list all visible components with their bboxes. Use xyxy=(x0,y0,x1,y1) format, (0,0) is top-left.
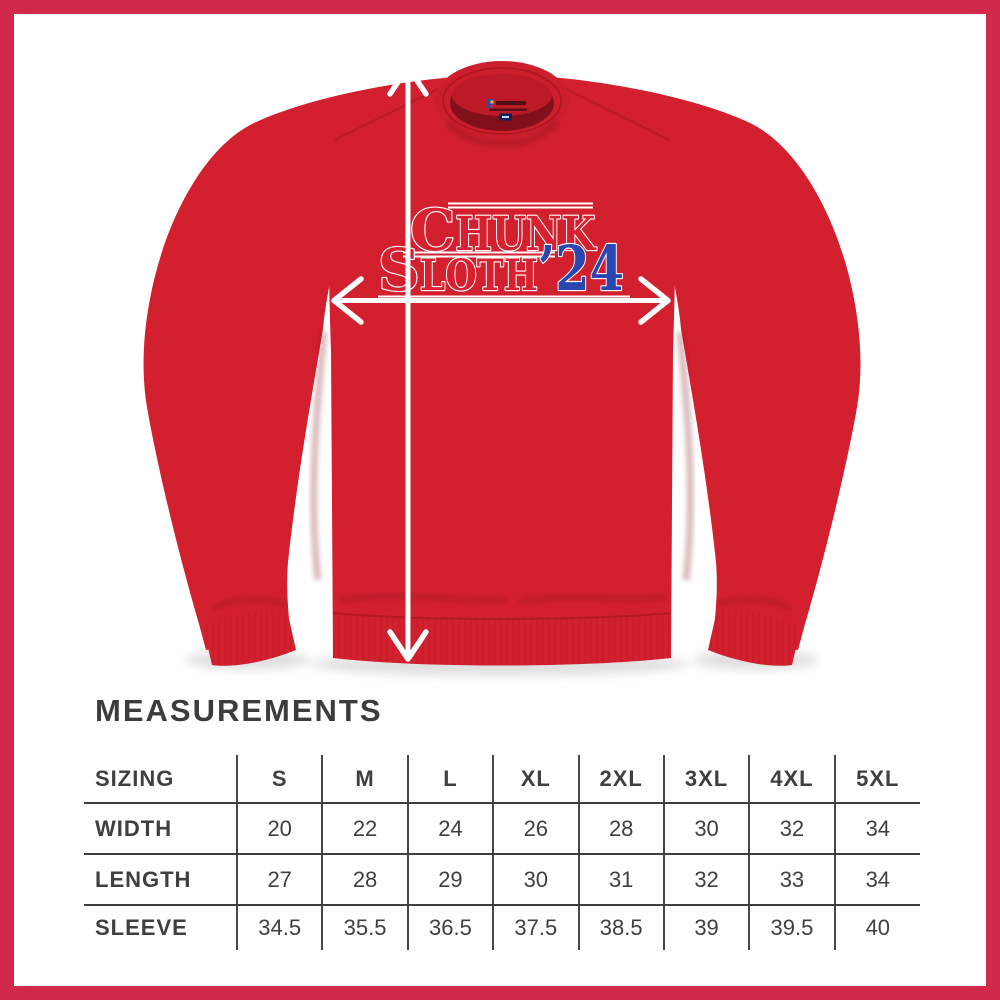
header-size-s: S xyxy=(237,755,324,804)
value-cell: 30 xyxy=(663,803,751,855)
header-size-5xl: 5XL xyxy=(834,755,920,804)
value-cell: 38.5 xyxy=(578,905,665,950)
header-size-l: L xyxy=(407,755,495,804)
table-row-length: LENGTH 27 28 29 30 31 32 33 34 xyxy=(84,854,920,906)
value-cell: 39.5 xyxy=(749,905,836,950)
size-table: SIZING S M L XL 2XL 3XL 4XL 5XL WIDTH 20… xyxy=(84,755,920,950)
page-title: MEASUREMENTS xyxy=(95,693,383,728)
table-header-row: SIZING S M L XL 2XL 3XL 4XL 5XL xyxy=(84,755,920,804)
table-row-sleeve: SLEEVE 34.5 35.5 36.5 37.5 38.5 39 39.5 … xyxy=(84,905,920,950)
value-cell: 26 xyxy=(493,803,580,855)
header-size-xl: XL xyxy=(493,755,580,804)
value-cell: 33 xyxy=(749,854,836,906)
value-cell: 40 xyxy=(865,915,891,940)
header-size-3xl: 3XL xyxy=(663,755,751,804)
value-cell: 34 xyxy=(834,854,920,906)
value-cell: 32 xyxy=(749,803,836,855)
header-size-m: M xyxy=(322,755,409,804)
value-cell: 29 xyxy=(407,854,495,906)
value-cell: 34.5 xyxy=(237,905,324,950)
header-size-2xl: 2XL xyxy=(578,755,665,804)
value-cell: 28 xyxy=(322,854,409,906)
value-cell: 31 xyxy=(578,854,665,906)
value-cell: 36.5 xyxy=(407,905,495,950)
value-cell: 34 xyxy=(834,803,920,855)
header-sizing: SIZING xyxy=(84,755,238,804)
value-cell: 35.5 xyxy=(322,905,409,950)
row-label: LENGTH xyxy=(84,854,238,906)
value-cell: 37.5 xyxy=(493,905,580,950)
value-cell: 22 xyxy=(322,803,409,855)
value-cell: 30 xyxy=(493,854,580,906)
row-label: WIDTH xyxy=(84,803,238,855)
value-cell: 24 xyxy=(407,803,495,855)
value-cell: 20 xyxy=(237,803,324,855)
row-label: SLEEVE xyxy=(84,905,238,950)
value-cell: 28 xyxy=(578,803,665,855)
table-row-width: WIDTH 20 22 24 26 28 30 32 34 xyxy=(84,803,920,855)
value-cell: 27 xyxy=(237,854,324,906)
value-cell: 32 xyxy=(663,854,751,906)
value-cell: 39 xyxy=(663,905,751,950)
header-size-4xl: 4XL xyxy=(749,755,836,804)
